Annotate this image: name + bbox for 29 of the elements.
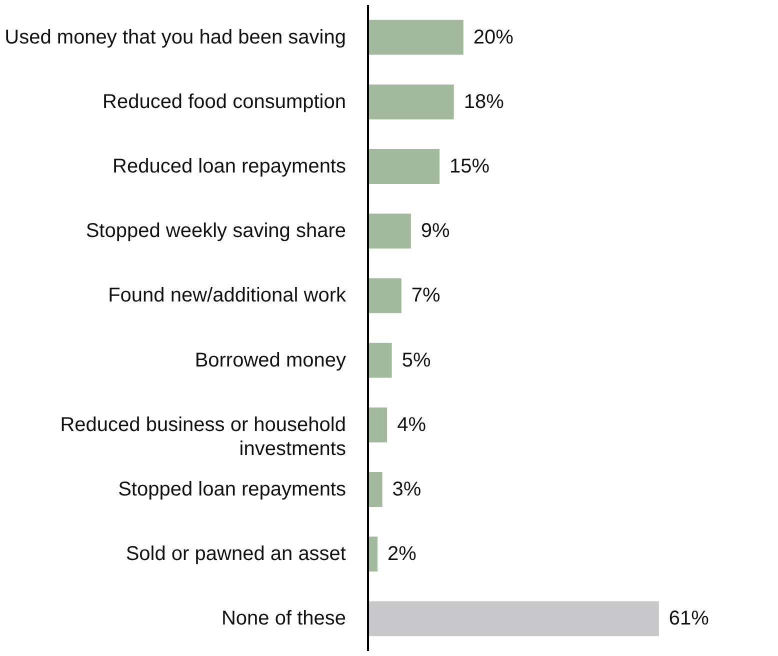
y-tick-label: Stopped loan repayments: [118, 478, 346, 500]
y-tick-label: Found new/additional work: [108, 284, 347, 307]
data-label: 9%: [420, 220, 450, 242]
bar: [368, 407, 388, 442]
y-tick-label: Reduced business or household investments: [60, 414, 346, 460]
data-label: 61%: [668, 608, 710, 630]
bar: [368, 472, 382, 507]
bar: [368, 214, 411, 249]
bar: [368, 601, 659, 636]
data-label: 5%: [402, 349, 431, 372]
bar: [368, 278, 402, 314]
data-label: 3%: [392, 478, 422, 500]
y-tick-label: Stopped weekly saving share: [86, 220, 346, 242]
bar: [368, 342, 392, 378]
data-label: 2%: [388, 543, 417, 566]
bar: [368, 84, 454, 120]
data-label: 20%: [473, 26, 514, 48]
y-tick-label: Reduced loan repayments: [112, 156, 346, 178]
data-label: 15%: [450, 156, 490, 178]
y-tick-label: Used money that you had been saving: [4, 26, 346, 48]
y-tick-label: None of these: [221, 608, 346, 630]
data-label: 18%: [464, 90, 504, 113]
y-tick-label: Sold or pawned an asset: [126, 543, 346, 566]
y-tick-label: Reduced food consumption: [102, 90, 346, 113]
bar: [368, 149, 440, 184]
y-tick-label: Borrowed money: [194, 349, 346, 372]
bar: [368, 20, 464, 55]
data-label: 7%: [411, 284, 441, 307]
data-label: 4%: [397, 414, 426, 436]
